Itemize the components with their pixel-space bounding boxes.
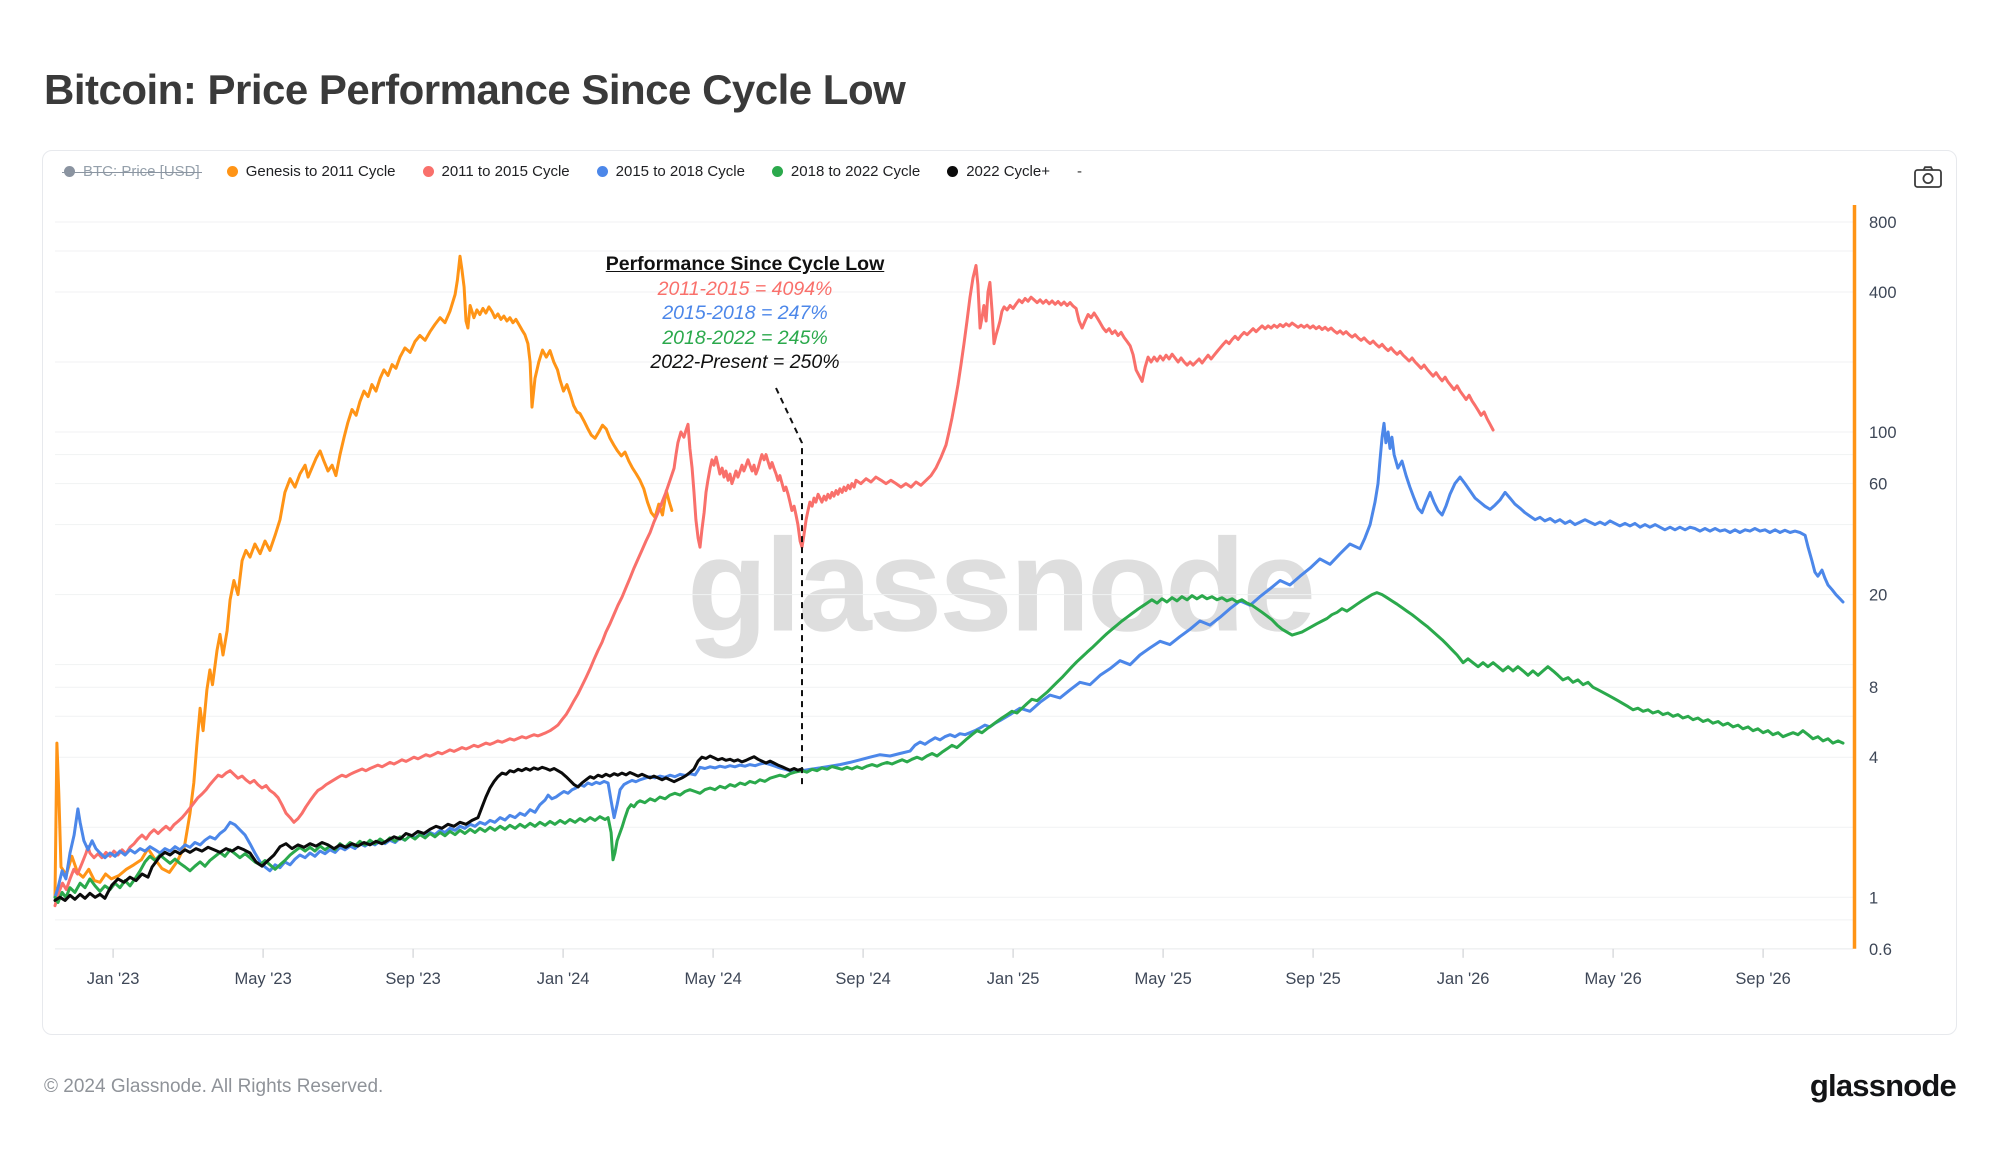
legend-dot-red <box>422 166 434 177</box>
legend-dot-orange <box>226 166 238 177</box>
camera-icon <box>1914 166 1942 188</box>
legend-item-2022-cycle[interactable]: 2022 Cycle+ <box>947 163 1050 180</box>
legend-item-2018-2022[interactable]: 2018 to 2022 Cycle <box>771 163 921 180</box>
callout-2018-2022: 2018-2022 = 245% <box>662 326 828 349</box>
glassnode-watermark: glassnode <box>687 511 1316 659</box>
screenshot-camera-button[interactable] <box>1913 164 1943 190</box>
legend-label: 2018 to 2022 Cycle <box>790 163 921 180</box>
copyright-text: © 2024 Glassnode. All Rights Reserved. <box>44 1076 384 1097</box>
glassnode-logo: glassnode <box>1809 1068 1957 1103</box>
callout-2015-2018: 2015-2018 = 247% <box>662 302 828 324</box>
chart-legend: BTC: Price [USD] Genesis to 2011 Cycle 2… <box>62 163 1082 180</box>
performance-callout: Performance Since Cycle Low 2011-2015 = … <box>606 252 885 375</box>
callout-2011-2015: 2011-2015 = 4094% <box>657 277 833 300</box>
legend-label: - <box>1077 163 1082 180</box>
legend-item-dash[interactable]: - <box>1077 163 1082 180</box>
legend-dot-blue <box>596 166 608 177</box>
legend-item-2015-2018[interactable]: 2015 to 2018 Cycle <box>596 163 745 180</box>
legend-item-btc-price[interactable]: BTC: Price [USD] <box>62 163 202 180</box>
legend-dot-green <box>771 166 783 177</box>
legend-label: Genesis to 2011 Cycle <box>245 163 396 180</box>
legend-label: 2015 to 2018 Cycle <box>615 163 745 180</box>
legend-label: 2011 to 2015 Cycle <box>441 163 570 180</box>
legend-item-genesis-2011[interactable]: Genesis to 2011 Cycle <box>226 163 396 180</box>
legend-dot-grey <box>64 166 75 177</box>
page-title: Bitcoin: Price Performance Since Cycle L… <box>44 66 906 114</box>
legend-item-2011-2015[interactable]: 2011 to 2015 Cycle <box>422 163 570 180</box>
legend-dot-black <box>947 166 959 177</box>
legend-label: 2022 Cycle+ <box>966 163 1050 180</box>
callout-2022-present: 2022-Present = 250% <box>650 351 840 373</box>
callout-title: Performance Since Cycle Low <box>605 253 885 275</box>
legend-label: BTC: Price [USD] <box>83 163 200 180</box>
